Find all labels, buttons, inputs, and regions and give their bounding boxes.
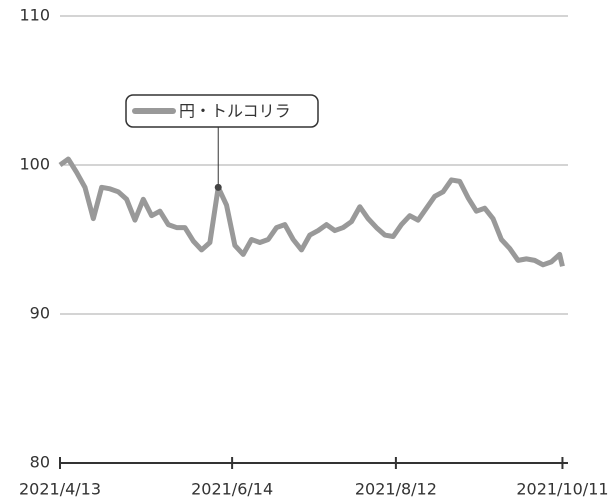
x-tick-label: 2021/8/12: [355, 480, 437, 498]
series-line: [58, 156, 565, 268]
legend-box: [125, 94, 319, 128]
legend-label: 円・トルコリラ: [179, 102, 291, 121]
highlight-point: [214, 183, 222, 191]
y-tick-label: 80: [30, 453, 50, 472]
x-tick-label: 2021/4/13: [19, 480, 101, 498]
x-tick-label: 2021/6/14: [191, 480, 273, 498]
y-tick-label: 90: [30, 304, 50, 323]
x-tick-label: 2021/10/11: [516, 480, 608, 498]
y-tick-label: 110: [19, 6, 50, 25]
y-tick-label: 100: [19, 155, 50, 174]
